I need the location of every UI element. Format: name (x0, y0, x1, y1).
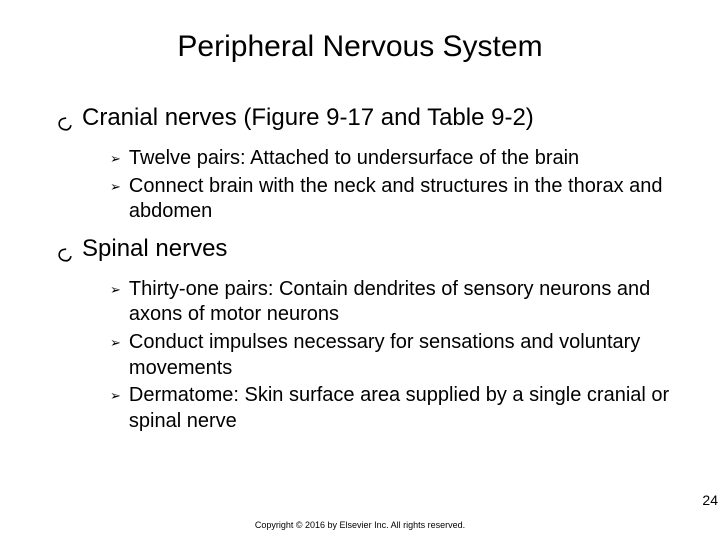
slide: Peripheral Nervous System Cranial nerves… (0, 0, 720, 540)
bullet-text: Twelve pairs: Attached to undersurface o… (129, 146, 579, 172)
page-number: 24 (702, 492, 718, 508)
bullet-text: Spinal nerves (82, 235, 227, 263)
bullet-level2: ➢ Conduct impulses necessary for sensati… (110, 330, 680, 381)
arrow-icon: ➢ (110, 179, 121, 196)
page-title: Peripheral Nervous System (40, 30, 680, 64)
bullet-level2: ➢ Twelve pairs: Attached to undersurface… (110, 146, 680, 172)
bullet-level2: ➢ Dermatome: Skin surface area supplied … (110, 383, 680, 434)
swirl-icon (58, 241, 72, 269)
bullet-text: Connect brain with the neck and structur… (129, 174, 680, 225)
swirl-icon (58, 110, 72, 138)
arrow-icon: ➢ (110, 335, 121, 352)
copyright-text: Copyright © 2016 by Elsevier Inc. All ri… (0, 520, 720, 530)
arrow-icon: ➢ (110, 282, 121, 299)
bullet-level1: Spinal nerves (58, 235, 680, 269)
bullet-level2: ➢ Thirty-one pairs: Contain dendrites of… (110, 277, 680, 328)
arrow-icon: ➢ (110, 151, 121, 168)
arrow-icon: ➢ (110, 388, 121, 405)
bullet-text: Cranial nerves (Figure 9-17 and Table 9-… (82, 104, 534, 132)
bullet-level1: Cranial nerves (Figure 9-17 and Table 9-… (58, 104, 680, 138)
bullet-text: Conduct impulses necessary for sensation… (129, 330, 680, 381)
bullet-level2: ➢ Connect brain with the neck and struct… (110, 174, 680, 225)
bullet-text: Dermatome: Skin surface area supplied by… (129, 383, 680, 434)
bullet-text: Thirty-one pairs: Contain dendrites of s… (129, 277, 680, 328)
